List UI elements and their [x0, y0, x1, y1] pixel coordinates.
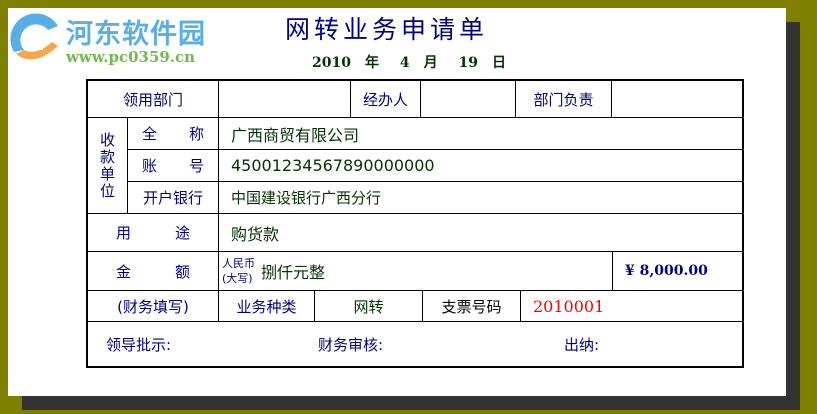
purpose-label-1: 用	[116, 224, 132, 242]
finance-fill-label: (财务填写)	[88, 291, 219, 322]
application-form-table: 领用部门 经办人 部门负责 收款单位 全称 广西商贸有限公司 账号 450012…	[86, 79, 744, 368]
full-name-label-1: 全	[142, 125, 158, 143]
date-day-unit: 日	[491, 55, 506, 71]
bank-label: 开户银行	[128, 182, 219, 214]
amount-notes: 人民币 (大写)	[222, 256, 255, 286]
account-label-2: 号	[188, 157, 204, 175]
approval-label: 领导批示:	[106, 335, 172, 354]
signature-row: 领导批示: 财务审核: 出纳:	[88, 322, 742, 366]
business-type-field[interactable]: 网转	[315, 291, 423, 322]
payee-label: 收款单位	[88, 118, 128, 214]
date-month: 4	[399, 55, 410, 71]
date-year: 2010	[312, 55, 351, 71]
dept-head-label: 部门负责	[516, 81, 612, 118]
capital-note: (大写)	[222, 272, 253, 285]
dept-head-field[interactable]	[612, 81, 742, 118]
account-label-1: 账	[142, 157, 158, 175]
handler-label: 经办人	[351, 81, 421, 118]
currency-note: 人民币	[222, 257, 255, 270]
bank-field[interactable]: 中国建设银行广西分行	[219, 182, 742, 214]
amount-words-field[interactable]: 捌仟元整	[261, 263, 326, 282]
logo-icon	[10, 13, 58, 60]
amount-label-1: 金	[116, 262, 132, 281]
finance-review-label: 财务审核:	[318, 335, 384, 354]
cashier-label: 出纳:	[564, 335, 600, 354]
date-year-unit: 年	[364, 55, 379, 71]
cheque-no-label: 支票号码	[423, 291, 521, 322]
full-name-field[interactable]: 广西商贸有限公司	[219, 118, 742, 150]
purpose-label: 用途	[88, 214, 219, 252]
dept-label: 领用部门	[88, 81, 219, 118]
amount-number-field[interactable]: ¥ 8,000.00	[613, 252, 742, 291]
logo-name: 河东软件园	[66, 19, 206, 50]
full-name-label-2: 称	[188, 125, 204, 143]
purpose-field[interactable]: 购货款	[219, 214, 742, 252]
amount-label: 金额	[88, 252, 219, 291]
account-label: 账号	[128, 150, 219, 182]
cheque-no-field[interactable]: 2010001	[521, 291, 742, 322]
paper	[8, 8, 786, 396]
account-field[interactable]: 45001234567890000000	[219, 150, 742, 182]
full-name-label: 全称	[128, 118, 219, 150]
page-title: 网转业务申请单	[285, 15, 489, 44]
purpose-label-2: 途	[174, 224, 190, 242]
logo-url: www.pc0359.cn	[66, 48, 196, 66]
handler-field[interactable]	[421, 81, 516, 118]
dept-field[interactable]	[219, 81, 351, 118]
date-month-unit: 月	[423, 55, 438, 71]
amount-label-2: 额	[174, 262, 190, 281]
amount-words-cell: 人民币 (大写) 捌仟元整	[219, 252, 613, 291]
business-type-label: 业务种类	[219, 291, 315, 322]
date-day: 19	[458, 55, 478, 71]
